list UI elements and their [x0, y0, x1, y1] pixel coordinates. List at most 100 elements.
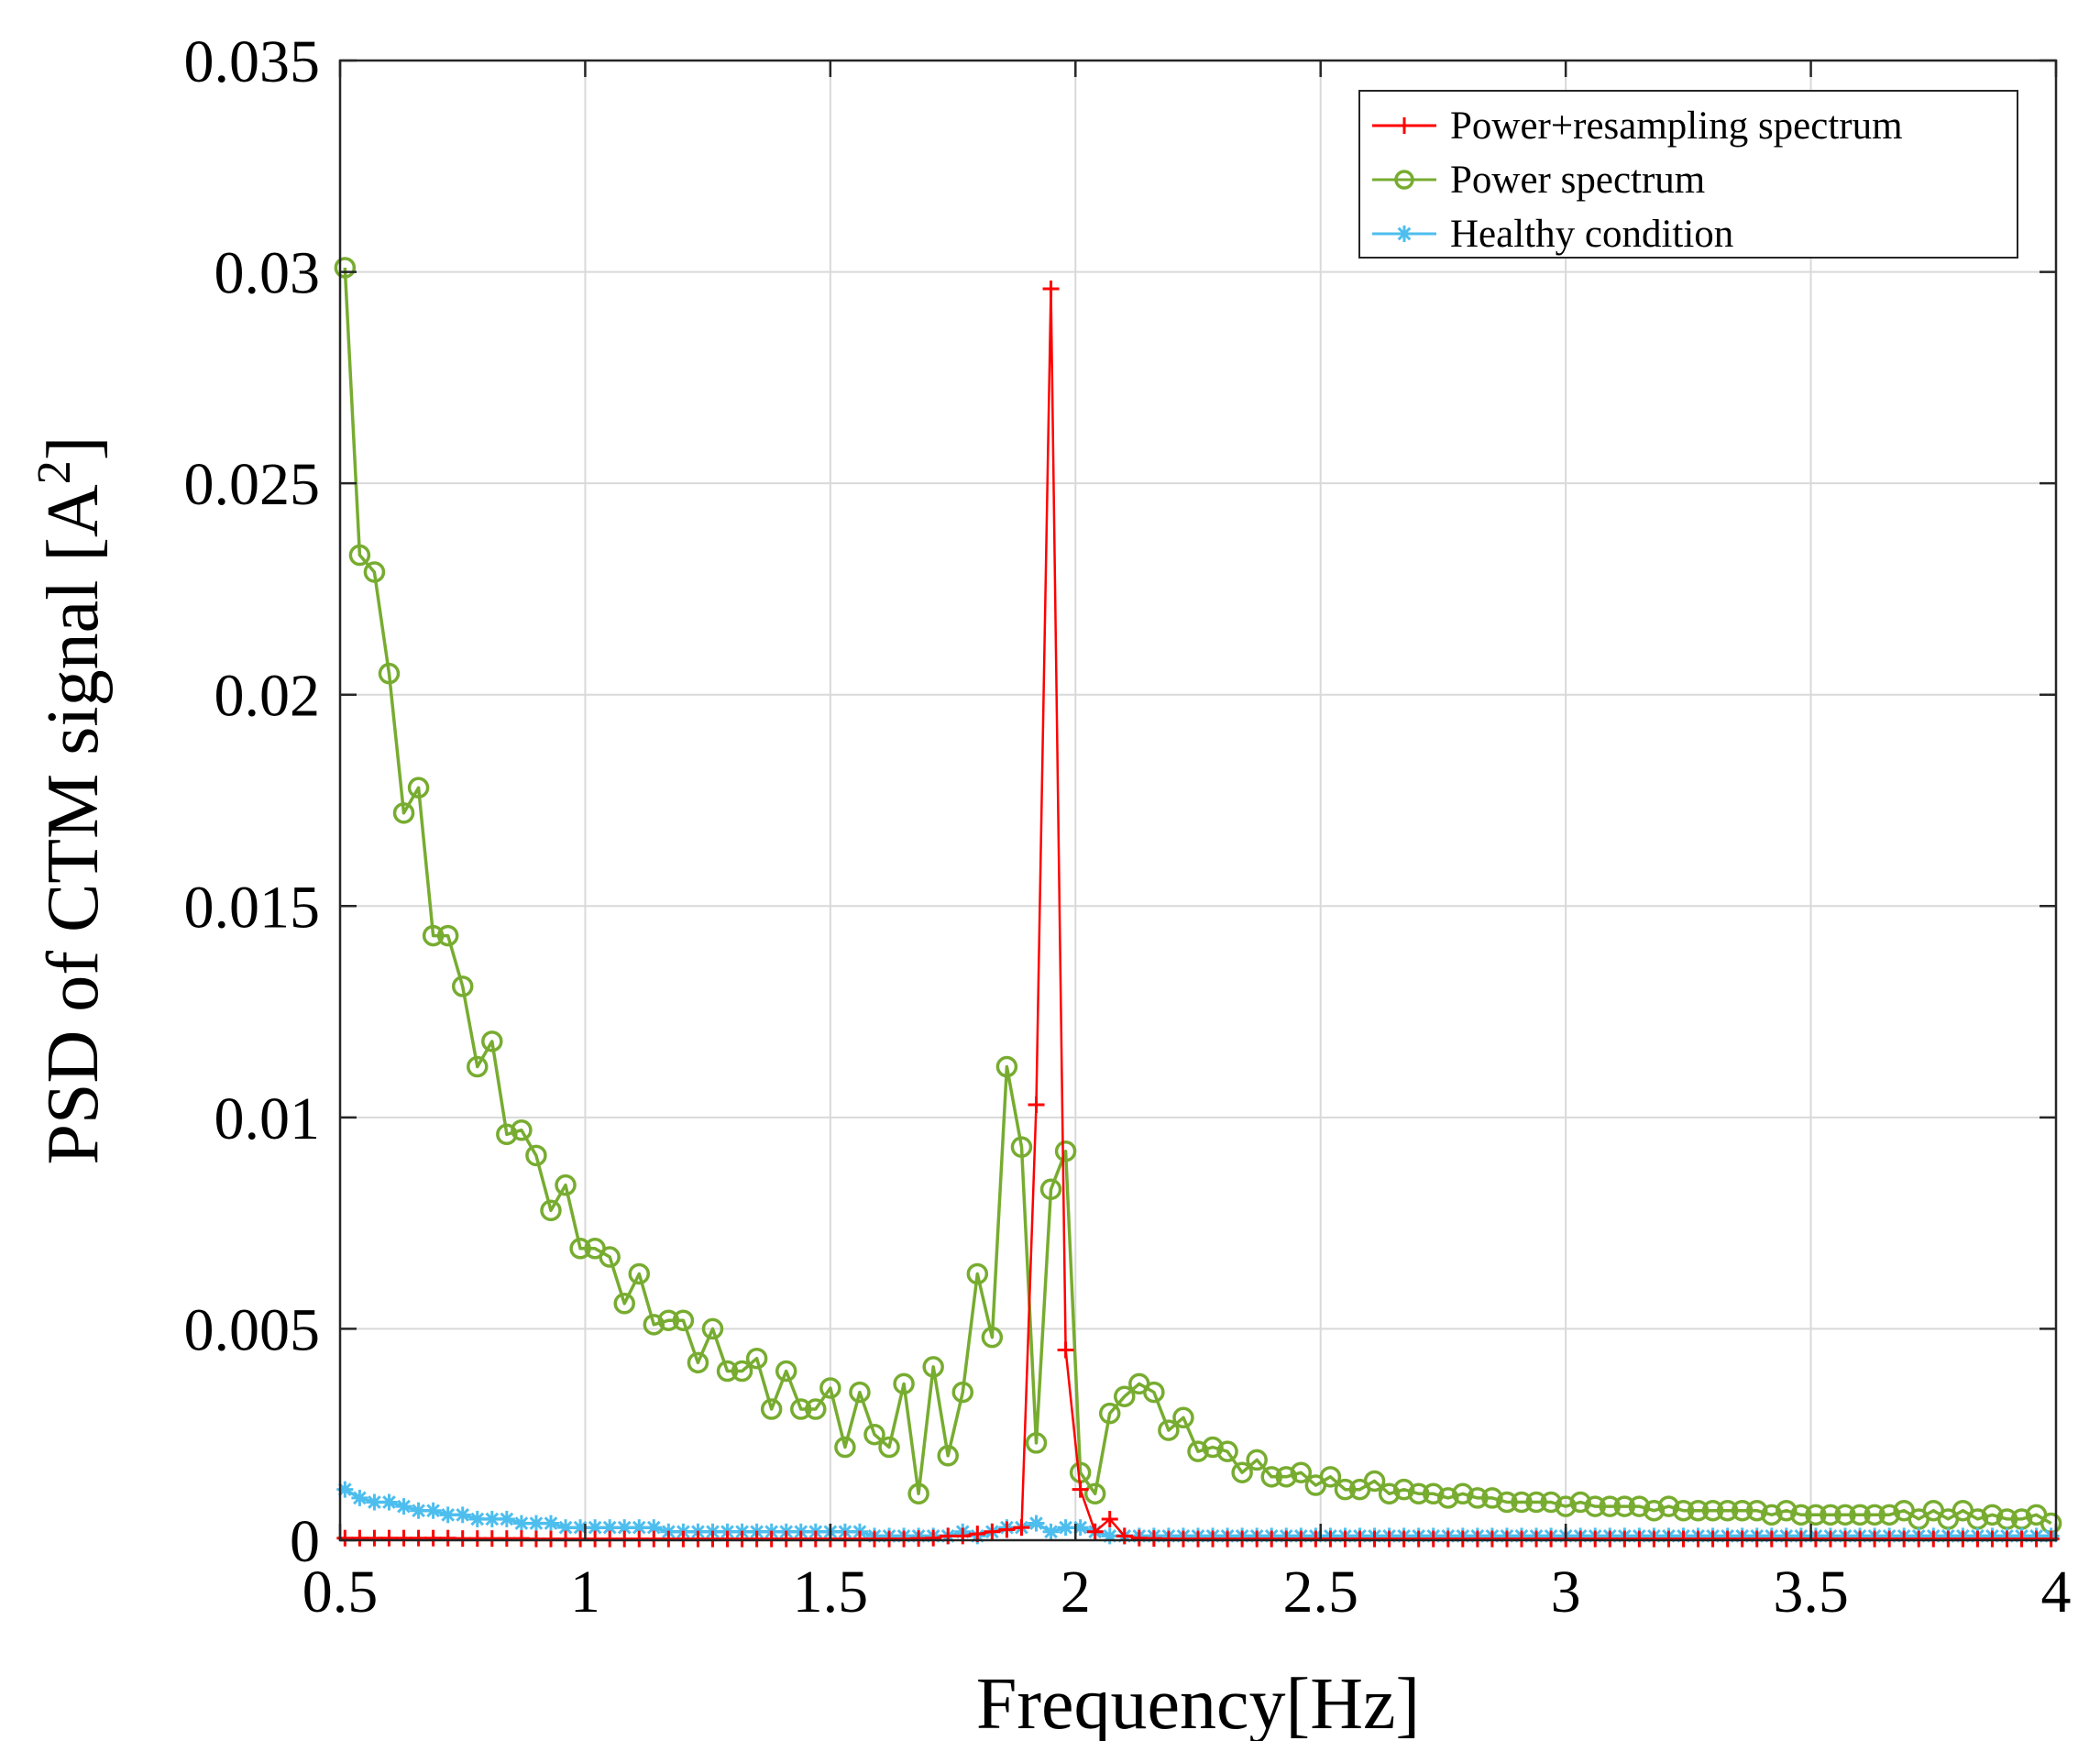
data-point — [498, 1530, 515, 1548]
data-point — [555, 1174, 577, 1196]
series-power-resampling-spectrum — [336, 281, 2060, 1548]
data-point — [1543, 1530, 1560, 1548]
data-point — [1631, 1530, 1648, 1548]
marker-d2 — [426, 1504, 440, 1518]
marker-d2 — [470, 1512, 485, 1526]
data-point — [1792, 1530, 1809, 1548]
data-point — [1984, 1530, 2001, 1548]
data-point — [527, 1530, 544, 1548]
data-point — [1601, 1530, 1619, 1548]
data-point — [410, 1529, 427, 1547]
data-point — [1689, 1530, 1707, 1548]
data-point — [1540, 1491, 1562, 1514]
data-point — [378, 662, 401, 685]
data-point — [925, 1529, 942, 1547]
marker-d2 — [602, 1520, 617, 1535]
data-point — [881, 1530, 898, 1548]
data-point — [704, 1530, 721, 1548]
data-point — [1864, 1504, 1886, 1526]
data-point — [1054, 1140, 1077, 1163]
data-point — [467, 1055, 489, 1078]
data-point — [790, 1398, 812, 1420]
data-point — [1925, 1530, 1942, 1548]
data-point — [1555, 1495, 1577, 1517]
data-point — [613, 1293, 635, 1315]
plot-frame — [338, 59, 2058, 1542]
data-point — [763, 1530, 780, 1548]
data-point — [1660, 1530, 1677, 1548]
data-point — [689, 1530, 707, 1548]
data-point — [645, 1530, 663, 1548]
data-point — [1028, 1096, 1045, 1114]
marker-d2 — [1397, 226, 1412, 241]
marker-d2 — [573, 1520, 588, 1535]
data-point — [1881, 1530, 1898, 1548]
data-point — [1042, 1523, 1060, 1540]
data-point — [660, 1530, 677, 1548]
data-point — [1322, 1530, 1339, 1548]
data-point — [1204, 1530, 1222, 1548]
data-point — [1852, 1530, 1869, 1548]
marker-d2 — [514, 1516, 529, 1530]
data-point — [1160, 1530, 1177, 1548]
data-point — [998, 1521, 1016, 1538]
y-axis-title-end: ] — [33, 436, 114, 461]
data-point — [1790, 1504, 1812, 1526]
data-point — [366, 1529, 383, 1547]
data-point — [1319, 1466, 1342, 1488]
data-point — [807, 1530, 824, 1548]
marker-d2 — [588, 1520, 602, 1535]
data-point — [1954, 1530, 1972, 1548]
data-point — [1511, 1491, 1533, 1514]
data-point — [1849, 1504, 1871, 1526]
data-point — [834, 1436, 856, 1459]
data-point — [1174, 1530, 1192, 1548]
x-tick-label: 2.5 — [1282, 1559, 1358, 1625]
data-point — [1940, 1530, 1957, 1548]
data-point — [1745, 1499, 1768, 1522]
data-point — [1820, 1504, 1842, 1526]
data-point — [395, 1529, 412, 1547]
data-point — [1452, 1482, 1474, 1505]
data-point — [392, 802, 415, 824]
data-point — [439, 1529, 456, 1547]
marker-d2 — [632, 1520, 646, 1535]
data-point — [775, 1360, 797, 1383]
data-point — [557, 1519, 575, 1537]
data-point — [351, 1529, 368, 1547]
marker-d2 — [529, 1516, 544, 1530]
legend-label: Power+resampling spectrum — [1450, 105, 1903, 148]
marker-d2 — [1044, 1525, 1058, 1539]
data-point — [1998, 1530, 2016, 1548]
data-point — [1587, 1530, 1604, 1548]
data-point — [1761, 1504, 1783, 1526]
data-point — [1395, 1530, 1413, 1548]
x-tick-label: 1 — [570, 1559, 600, 1625]
marker-d2 — [646, 1520, 661, 1535]
data-point — [1498, 1530, 1515, 1548]
data-point — [363, 561, 386, 583]
data-point — [599, 1246, 621, 1268]
data-point — [878, 1436, 900, 1459]
x-tick-labels: 0.5 1 1.5 2 2.5 3 3.5 4 — [302, 1559, 2072, 1625]
data-point — [1057, 1341, 1074, 1359]
data-point — [719, 1530, 736, 1548]
marker-d2 — [382, 1495, 396, 1509]
y-tick-label: 0.025 — [184, 451, 321, 518]
data-point — [896, 1530, 913, 1548]
data-point — [468, 1530, 486, 1548]
data-point — [540, 1199, 562, 1222]
data-point — [1202, 1436, 1224, 1459]
data-point — [380, 1493, 398, 1511]
data-point — [1010, 1136, 1033, 1158]
data-point — [1190, 1530, 1206, 1548]
data-point — [701, 1317, 724, 1340]
data-point — [1057, 1519, 1074, 1537]
data-point — [1454, 1530, 1471, 1548]
data-point — [1422, 1482, 1445, 1505]
legend-item-power-resampling-spectrum: Power+resampling spectrum — [1372, 105, 1903, 148]
marker-d2 — [412, 1504, 425, 1518]
data-point — [348, 544, 371, 567]
data-point — [424, 1502, 442, 1519]
data-point — [1439, 1530, 1457, 1548]
